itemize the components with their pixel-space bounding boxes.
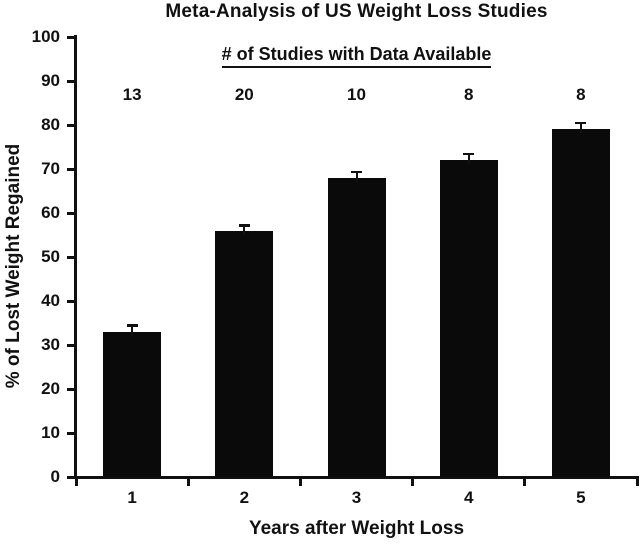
y-tick-label: 90 [41,71,60,90]
x-tick-label-year-2: 2 [239,488,250,507]
x-tick-mark [74,479,78,486]
study-count-label: 20 [234,85,254,104]
x-tick-mark [635,479,639,486]
chart-title: Meta-Analysis of US Weight Loss Studies [165,1,548,22]
y-tick-label: 20 [41,379,60,398]
y-tick-mark [67,475,75,479]
x-tick-mark [298,479,302,486]
studies-available-header: # of Studies with Data Available [221,44,492,68]
x-tick-label-year-5: 5 [576,488,586,507]
error-bar-cap [238,224,250,227]
error-bar-cap [351,170,362,174]
x-tick-mark [523,479,527,486]
y-tick-label: 80 [41,115,60,134]
x-axis-line [74,476,639,479]
bar-year-3 [327,177,386,477]
y-tick-mark [67,255,75,259]
study-count-label: 10 [347,85,366,104]
y-tick-mark [67,343,75,347]
y-tick-label: 30 [41,335,60,354]
study-count-label: 8 [576,85,586,104]
x-tick-label-year-3: 3 [351,488,362,507]
y-tick-label: 100 [31,27,60,46]
y-tick-label: 0 [50,467,60,486]
bar-year-2 [215,230,274,477]
bar-year-4 [439,160,498,477]
y-tick-label: 10 [41,423,60,442]
y-tick-mark [67,123,75,127]
x-tick-mark [186,479,190,486]
x-tick-label-year-4: 4 [463,488,474,507]
error-bar-whisker [131,325,134,336]
y-tick-mark [67,35,75,39]
study-count-label: 13 [122,85,142,104]
error-bar-cap [126,324,138,327]
study-count-label: 8 [463,85,474,104]
error-bar-whisker [579,122,582,134]
bar-year-1 [103,331,162,477]
y-tick-mark [67,167,75,171]
y-tick-mark [67,211,75,215]
y-tick-label: 70 [41,159,60,178]
y-tick-mark [67,431,75,435]
y-tick-label: 40 [41,291,60,310]
x-axis-label: Years after Weight Loss [248,518,465,539]
y-tick-label: 50 [41,247,60,266]
error-bar-whisker [355,171,358,182]
y-tick-mark [67,299,75,303]
error-bar-whisker [243,225,246,235]
studies-header-row: # of Studies with Data Available [76,44,637,68]
error-bar-cap [463,152,475,156]
bar-year-5 [551,129,610,477]
x-tick-mark [411,479,415,486]
x-tick-label-year-1: 1 [127,488,137,507]
y-tick-mark [67,387,75,391]
error-bar-whisker [467,153,470,165]
error-bar-cap [575,121,587,125]
y-tick-label: 60 [41,203,60,222]
y-tick-mark [67,79,75,83]
y-axis-line [74,35,77,479]
